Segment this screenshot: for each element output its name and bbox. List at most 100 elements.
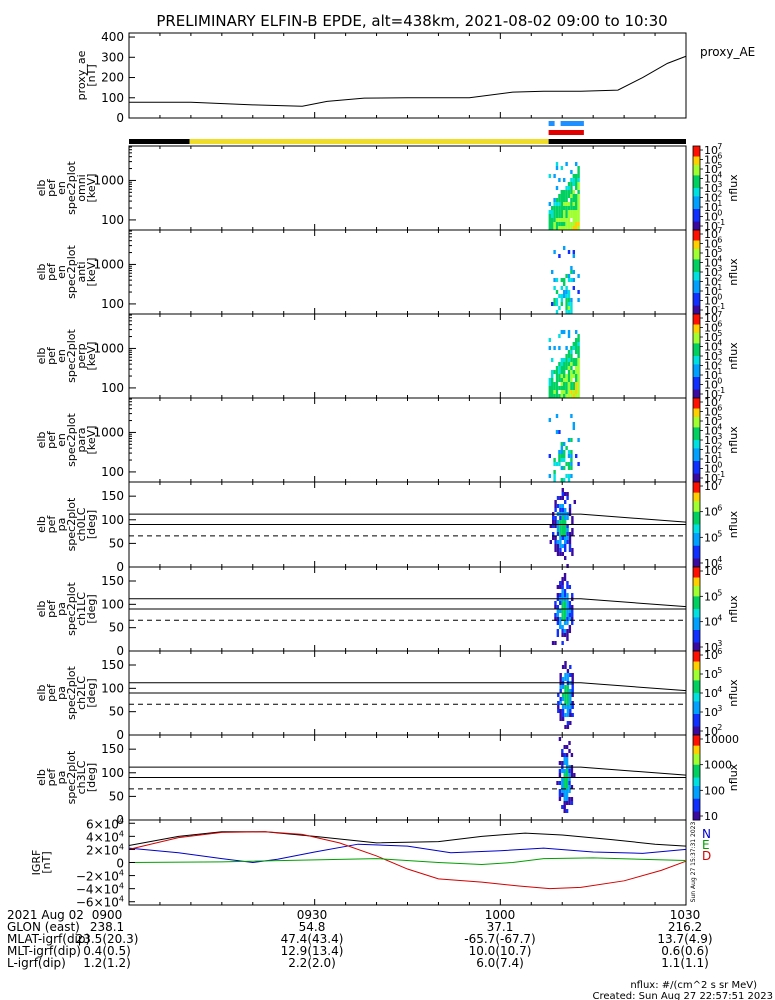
spectrogram-cell <box>565 382 568 386</box>
colorbar-swatch <box>693 773 700 776</box>
colorbar-swatch <box>693 353 700 357</box>
spectrogram-cell <box>565 286 568 290</box>
colorbar-swatch <box>693 786 700 789</box>
ylabel-line: en <box>55 433 68 447</box>
spectrogram-cell <box>558 454 561 458</box>
colorbar-swatch <box>693 448 700 451</box>
spectrogram-cell <box>570 214 573 218</box>
colorbar-tick-exponent: 4 <box>717 685 722 694</box>
spectrogram-cell <box>577 362 580 366</box>
colorbar-tick-exponent: 4 <box>717 171 722 180</box>
spectrogram-cell <box>572 386 576 390</box>
spectrogram-cell <box>555 386 559 390</box>
spectrogram-cell <box>559 677 562 681</box>
spectrogram-cell <box>548 222 552 226</box>
colorbar-tick-exponent: 4 <box>717 423 722 432</box>
colorbar-tick-label: 10 <box>704 706 718 719</box>
colorbar-swatch <box>693 720 700 723</box>
colorbar-swatch <box>693 499 700 502</box>
spectrogram-cell <box>559 528 562 532</box>
spectrogram-cell <box>570 785 574 789</box>
colorbar-tick-exponent: 5 <box>717 329 722 338</box>
y-tick-label: 100 <box>101 297 124 311</box>
colorbar-swatch <box>693 400 700 403</box>
colorbar-swatch <box>693 316 700 319</box>
spectrogram-cell <box>570 206 573 210</box>
spectrogram-cell <box>577 354 580 358</box>
spectrogram-cell <box>560 198 564 202</box>
spectrogram-cell <box>572 270 576 274</box>
spectrogram-cell <box>565 785 569 789</box>
colorbar-swatch <box>693 188 700 191</box>
colorbar-tick-label: 10 <box>704 480 718 493</box>
footer-value: 238.1 <box>90 920 124 934</box>
spectrogram-cell <box>568 797 571 801</box>
spectrogram-cell <box>548 394 552 398</box>
spectrogram-cell <box>577 346 580 350</box>
spectrogram-cell <box>553 370 556 374</box>
spectrogram-cell <box>555 366 559 370</box>
spectrogram-cell <box>563 278 566 282</box>
ylabel-line: [deg] <box>85 678 98 707</box>
colorbar-swatch <box>693 154 700 157</box>
spectrogram-cell <box>571 673 574 677</box>
colorbar-swatch <box>693 674 700 677</box>
spectrogram-cell <box>561 781 564 785</box>
spectrogram-cell <box>567 218 571 222</box>
spectrogram-cell <box>571 609 574 613</box>
spectrogram-cell <box>568 749 571 753</box>
spectrogram-cell <box>567 290 571 294</box>
spectrogram-cell <box>569 673 572 677</box>
colorbar-swatch <box>693 507 700 511</box>
spectrogram-cell <box>561 577 564 581</box>
spectrogram-cell <box>558 194 561 198</box>
colorbar-tick-exponent: 2 <box>717 358 722 367</box>
y-tick-label: 0 <box>116 560 124 574</box>
y-tick-mantissa: −2 <box>76 870 94 884</box>
spectrogram-cell <box>565 194 568 198</box>
spectrogram-cell <box>558 797 562 801</box>
spectrogram-cell <box>564 677 567 681</box>
spectrogram-cell <box>572 194 576 198</box>
spectrogram-cell <box>560 374 564 378</box>
spectrogram-cell <box>560 370 564 374</box>
colorbar-swatch <box>693 701 700 704</box>
spectrogram-cell <box>558 761 562 765</box>
colorbar-swatch <box>693 598 700 602</box>
spectrogram-cell <box>551 206 554 210</box>
spectrogram-cell <box>565 346 568 350</box>
colorbar-swatch <box>693 431 700 435</box>
spectrogram-cell <box>572 422 576 426</box>
spectrogram-cell <box>571 689 574 693</box>
spectrogram-cell <box>555 214 559 218</box>
spectrogram-cell <box>551 394 554 398</box>
spectrogram-cell <box>568 508 572 512</box>
spectrogram-cell <box>575 202 578 206</box>
y-tick-mantissa: 0 <box>116 857 124 871</box>
spectrogram-cell <box>570 370 573 374</box>
spectrogram-cell <box>560 294 564 298</box>
colorbar-tick-exponent: 4 <box>717 555 722 564</box>
spectrogram-cell <box>556 504 560 508</box>
spectrogram-cell <box>563 362 566 366</box>
colorbar-swatch <box>693 486 700 489</box>
spectrogram-cell <box>572 390 576 394</box>
spectrogram-cell <box>570 298 573 302</box>
colorbar-swatch <box>693 471 700 475</box>
spectrogram-cell <box>570 753 574 757</box>
spectrogram-cell <box>554 500 557 504</box>
ylabel-line: ch2LC <box>75 676 88 710</box>
ylabel-line: pa <box>55 602 68 616</box>
y-tick-label: 0 <box>116 111 124 125</box>
spectrogram-cell <box>575 394 578 398</box>
colorbar-tick-label: 10 <box>704 810 718 823</box>
spectrogram-cell <box>577 194 580 198</box>
colorbar-tick-label: 10 <box>704 182 718 195</box>
spectrogram-cell <box>571 520 574 524</box>
spectrogram-cell <box>561 753 564 757</box>
spectrogram-cell <box>556 548 560 552</box>
spectrogram-cell <box>575 350 578 354</box>
